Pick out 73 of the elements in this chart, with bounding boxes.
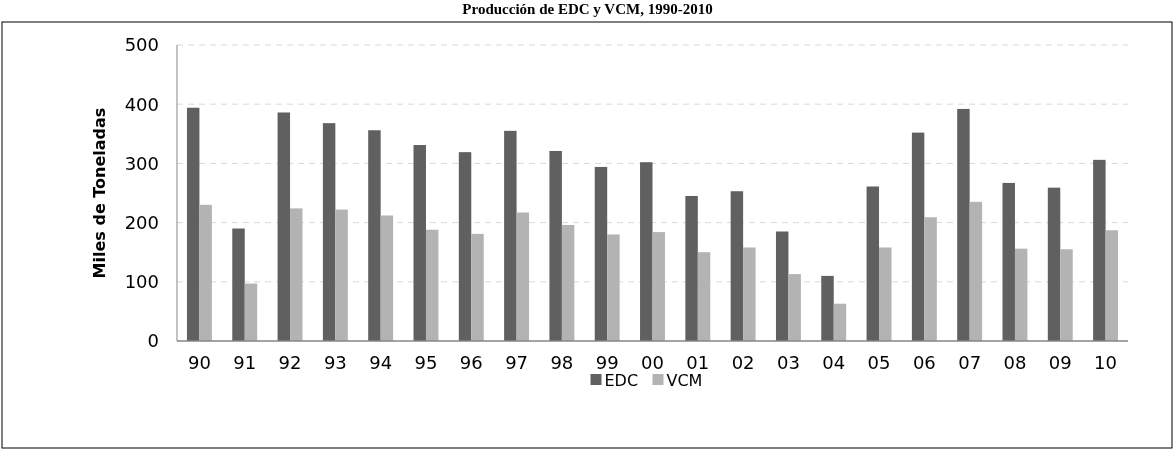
bar [730,191,744,341]
x-tick-label: 09 [1048,352,1072,373]
x-tick-label: 92 [278,352,302,373]
bar [879,247,892,341]
bar [775,231,789,341]
bar [232,228,245,341]
bar [186,107,200,341]
y-tick-label: 300 [124,152,159,174]
x-tick-label: 04 [822,352,846,373]
bar [640,162,653,341]
legend-label: VCM [666,370,703,390]
chart-title: Producción de EDC y VCM, 1990-2010 [462,1,713,17]
x-tick-label: 03 [776,352,800,373]
x-tick-label: 00 [641,352,664,373]
bar [413,145,426,341]
bar [549,150,562,341]
bar [911,132,925,341]
bar [821,275,834,341]
bar [1002,182,1015,341]
bar [866,186,880,341]
y-tick-label: 200 [124,211,159,233]
bar [833,303,847,341]
x-tick-label: 01 [686,352,710,373]
bar [607,234,620,341]
bar [969,201,983,341]
x-tick-label: 96 [459,352,483,373]
bar [244,283,258,341]
bar [1047,187,1061,341]
x-tick-label: 05 [867,352,891,373]
bar [1093,159,1106,341]
y-axis-title: Miles de Toneladas [90,107,109,279]
bar [561,224,575,341]
x-tick-label: 99 [595,352,619,373]
bar [504,130,517,341]
x-tick-label: 07 [958,352,982,373]
bar [924,217,937,341]
bar [458,152,472,341]
bar [1014,248,1028,341]
bar [425,229,439,341]
x-tick-label: 90 [187,352,211,373]
y-tick-label: 400 [124,93,159,115]
bar [1105,230,1119,341]
y-tick-label: 0 [147,330,159,352]
x-tick-label: 98 [550,352,574,373]
x-tick-label: 02 [731,352,755,373]
x-tick-label: 95 [414,352,438,373]
bar [652,232,665,341]
y-tick-label: 100 [124,271,159,293]
bar [594,166,608,341]
x-tick-label: 97 [505,352,529,373]
legend-label: EDC [604,370,639,390]
y-tick-label: 500 [124,34,159,56]
x-tick-label: 94 [369,352,393,373]
bar [743,247,756,341]
bar [277,112,291,341]
bar [697,252,711,341]
x-tick-label: 91 [233,352,257,373]
bar [1060,249,1073,341]
bar [685,195,698,341]
x-tick-label: 08 [1003,352,1027,373]
x-tick-label: 06 [912,352,936,373]
bar [788,274,801,341]
bar [335,209,348,341]
x-tick-label: 10 [1094,352,1118,373]
bar [957,108,970,341]
x-tick-label: 93 [323,352,347,373]
bar [322,123,336,341]
bar [380,215,394,341]
bar [516,212,530,341]
bar [471,233,484,341]
bar [290,208,303,341]
bar [368,130,381,341]
bar [199,204,212,341]
